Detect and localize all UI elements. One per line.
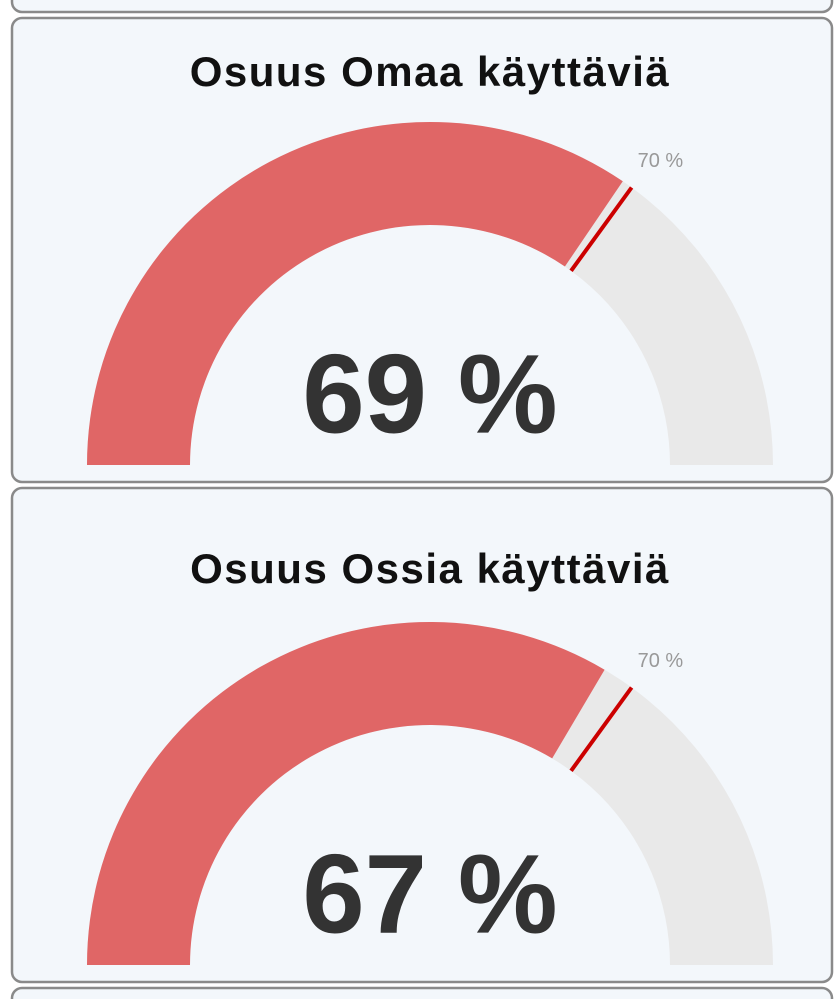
gauge-value: [87, 121, 623, 465]
panel: [10, 486, 834, 984]
panel: [10, 16, 834, 484]
panel-edge: [10, 0, 834, 14]
gauge-value-label: 69 %: [302, 332, 557, 457]
target-line: [569, 686, 634, 773]
target-label: 70 %: [638, 650, 684, 672]
gauge-value-label: 67 %: [302, 832, 557, 957]
target-line: [569, 186, 634, 273]
gauge-title: Osuus Omaa käyttäviä: [190, 48, 671, 95]
gauge-title: Osuus Ossia käyttäviä: [190, 545, 670, 592]
panel-edge: [10, 986, 834, 999]
target-label: 70 %: [638, 150, 684, 172]
gauge-value: [87, 622, 605, 965]
